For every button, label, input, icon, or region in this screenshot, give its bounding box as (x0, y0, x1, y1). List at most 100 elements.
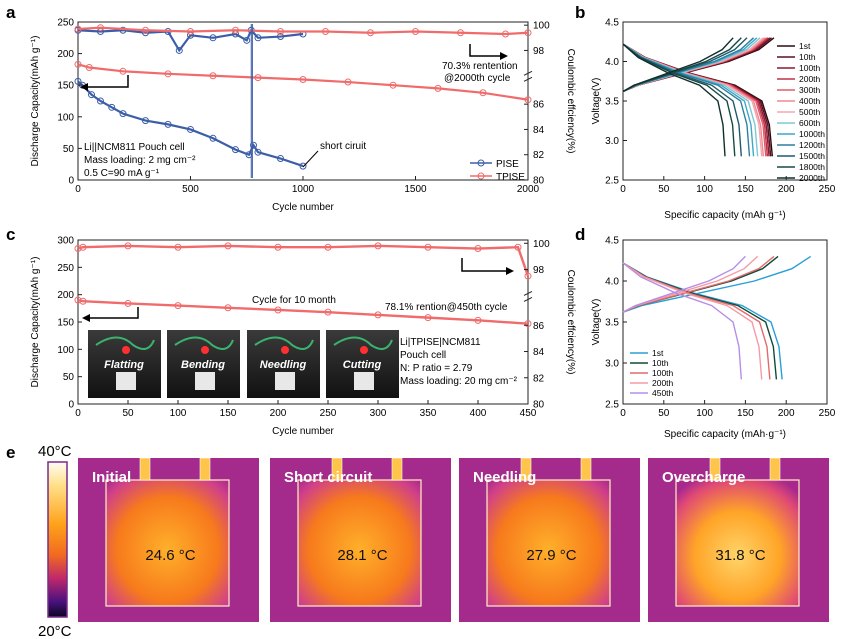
thermal-image-overcharge: Overcharge 31.8 °C (648, 457, 829, 622)
point-tpise-capacity (374, 311, 382, 319)
thermal-temperature: 27.9 °C (526, 547, 576, 564)
thermal-tab-left (139, 457, 151, 481)
discharge-curve-600th (622, 43, 759, 157)
chart-d-xlabel: Specific capacity (mAh·g⁻¹) (664, 429, 786, 440)
thermal-temperature: 31.8 °C (715, 547, 765, 564)
legend-label: 300th (799, 85, 821, 95)
series-tpise-capacity-line (77, 63, 529, 101)
photo-bending: Bending (167, 330, 240, 398)
point-pise-capacity (209, 134, 217, 142)
panel-label-d: d (575, 225, 585, 244)
point-tpise-capacity (344, 78, 352, 86)
x-tick-label: 200 (270, 408, 287, 419)
thermal-label: Short circuit (284, 469, 372, 486)
series-pise-ce-line (77, 28, 304, 53)
thermal-tab-left (331, 457, 343, 481)
legend-label: 500th (799, 107, 821, 117)
photo-label: Needling (260, 359, 307, 371)
x-tick-label: 50 (658, 408, 670, 419)
point-tpise-ce (97, 24, 104, 32)
legend-label: 10th (652, 358, 669, 368)
point-pise-capacity (119, 110, 127, 118)
x-tick-label: 350 (420, 408, 437, 419)
chart-c: Flatting Bending Needling Cutting 0 50 100 150… (30, 236, 576, 438)
thermal-cell-body (675, 479, 800, 607)
chart-b-ylabel: Voltage(V) (591, 78, 602, 125)
point-tpise-capacity (79, 297, 87, 305)
y-tick-label: 100 (57, 112, 74, 123)
thermal-image-initial: Initial 24.6 °C (78, 457, 259, 622)
point-tpise-capacity (424, 314, 432, 322)
chart-b: 0 50 100 150 200 250 2.5 3.0 3.5 4.0 4.5 Specific … (591, 18, 836, 222)
photo-cell (116, 372, 136, 390)
x-tick-label: 250 (320, 408, 337, 419)
discharge-curve-100th (622, 262, 771, 380)
thermal-image-needling: Needling 27.9 °C (459, 457, 640, 622)
point-tpise-capacity (479, 89, 487, 97)
point-tpise-ce (74, 245, 82, 253)
point-tpise-capacity (254, 74, 262, 82)
x-tick-label: 400 (470, 408, 487, 419)
charge-curve-450th (622, 255, 746, 313)
chart-a: 0 500 1000 1500 2000 0 50 100 150 200 250 80 82 84 86 9… (30, 18, 576, 214)
x-tick-label: 100 (696, 408, 713, 419)
y-tick-label: 3.0 (605, 359, 619, 370)
y-tick-label: 200 (57, 290, 74, 301)
y-tick-label: 200 (57, 49, 74, 60)
x-tick-label: 2000 (517, 184, 540, 195)
point-pise-capacity (97, 97, 104, 105)
c-retention-arrow (461, 258, 506, 272)
c-capacity-arrow (90, 307, 139, 319)
point-pise-capacity (88, 91, 95, 99)
chart-c-cell2: Pouch cell (400, 350, 446, 361)
thermal-temperature: 28.1 °C (337, 547, 387, 564)
y-tick-label: 2.5 (605, 176, 619, 187)
axis-break (523, 70, 533, 82)
capacity-axis-arrow (88, 75, 129, 88)
point-tpise-ce (524, 29, 532, 37)
point-tpise-capacity (224, 304, 232, 312)
chart-c-month: Cycle for 10 month (252, 295, 336, 306)
photo-flatting: Flatting (88, 330, 161, 398)
photo-cutting: Cutting (326, 330, 399, 398)
c-capacity-arrowhead (82, 314, 90, 322)
point-tpise-capacity (524, 320, 532, 328)
point-pise-capacity (142, 117, 149, 125)
thermal-label: Initial (92, 469, 131, 486)
x-tick-label: 50 (658, 184, 670, 195)
chart-a-retention2: @2000th cycle (444, 73, 511, 84)
point-pise-capacity (164, 120, 172, 128)
point-tpise-capacity (74, 60, 82, 68)
y2-tick-label: 100 (533, 21, 550, 32)
thermal-tab-left (709, 457, 721, 481)
point-tpise-capacity (274, 306, 282, 314)
legend-label: 100th (799, 63, 821, 73)
photo-led (122, 346, 130, 354)
chart-a-legend: PISE TPISE (470, 159, 525, 183)
axis-break (523, 290, 533, 302)
point-tpise-capacity (124, 299, 132, 307)
series-tpise-ce-line (77, 26, 529, 36)
y2-tick-label: 84 (533, 347, 545, 358)
y2-tick-label: 100 (533, 239, 550, 250)
thermal-cell-body (486, 479, 611, 607)
temperature-scale-bar (47, 461, 68, 618)
point-pise-ce (175, 46, 183, 54)
photo-led (281, 346, 289, 354)
x-tick-label: 250 (819, 184, 836, 195)
point-tpise-ce (424, 243, 432, 251)
discharge-curve-200th (622, 262, 763, 380)
y-tick-label: 150 (57, 81, 74, 92)
legend-label: 1800th (799, 162, 825, 172)
thermal-panel: 40°C 20°C Initial 24.6 °C Short circuit 28.… (38, 443, 829, 639)
point-tpise-capacity (74, 296, 82, 304)
thermal-label: Needling (473, 469, 536, 486)
y2-tick-label: 82 (533, 150, 545, 161)
photo-needling: Needling (247, 330, 320, 398)
point-tpise-ce (457, 29, 464, 37)
y-tick-label: 50 (63, 144, 75, 155)
point-tpise-capacity (474, 316, 482, 324)
thermal-temperature: 24.6 °C (145, 547, 195, 564)
y-tick-label: 250 (57, 263, 74, 274)
legend-label: 1000th (799, 129, 825, 139)
